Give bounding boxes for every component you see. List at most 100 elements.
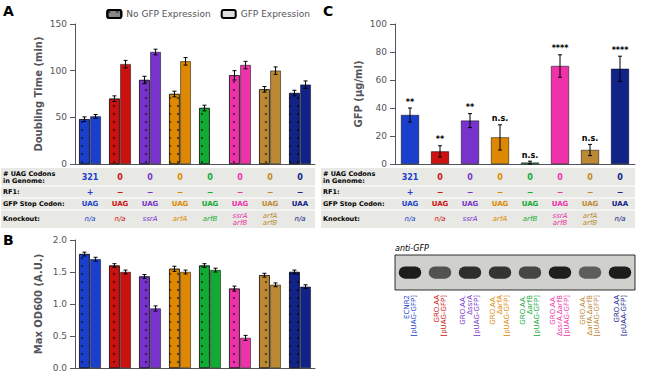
svg-text:UAG: UAG <box>462 200 479 208</box>
svg-text:100: 100 <box>370 19 387 29</box>
svg-text:ssrA: ssrA <box>143 215 158 223</box>
svg-text:UAG: UAG <box>172 200 189 208</box>
svg-text:+: + <box>407 188 414 197</box>
svg-text:UAG: UAG <box>492 200 509 208</box>
svg-text:n/a: n/a <box>114 215 125 223</box>
svg-text:50: 50 <box>56 112 68 122</box>
svg-text:60: 60 <box>376 75 388 85</box>
svg-text:0: 0 <box>587 173 593 182</box>
svg-text:No GFP Expression: No GFP Expression <box>126 9 210 19</box>
svg-text:[pUAG-GFP]: [pUAG-GFP] <box>503 295 511 337</box>
svg-text:anti-GFP: anti-GFP <box>395 244 429 253</box>
svg-text:1.0: 1.0 <box>53 299 68 309</box>
svg-text:80: 80 <box>376 47 388 57</box>
svg-text:0: 0 <box>147 173 153 182</box>
svg-text:−: − <box>497 188 504 197</box>
svg-text:0.5: 0.5 <box>53 331 67 341</box>
svg-text:0: 0 <box>467 173 473 182</box>
svg-text:[pUAG-GFP]: [pUAG-GFP] <box>533 295 541 337</box>
svg-text:[pUAG-GFP]: [pUAG-GFP] <box>440 295 448 337</box>
svg-text:arfA: arfA <box>493 215 508 223</box>
svg-text:0: 0 <box>557 173 563 182</box>
svg-text:−: − <box>467 188 474 197</box>
svg-text:−: − <box>267 188 274 197</box>
svg-text:[pUAA-GFP]: [pUAA-GFP] <box>620 295 628 336</box>
svg-text:Max OD600 (A.U.): Max OD600 (A.U.) <box>33 254 44 355</box>
svg-text:ssrA: ssrA <box>463 215 478 223</box>
svg-text:0: 0 <box>437 173 443 182</box>
svg-text:20: 20 <box>376 131 388 141</box>
svg-text:n.s.: n.s. <box>492 114 509 123</box>
svg-text:C: C <box>323 3 333 19</box>
svg-text:**: ** <box>406 98 415 107</box>
svg-text:UAG: UAG <box>402 200 419 208</box>
svg-text:UAA: UAA <box>612 200 629 208</box>
svg-text:arfB: arfB <box>583 219 598 227</box>
svg-text:0: 0 <box>237 173 243 182</box>
svg-text:−: − <box>617 188 624 197</box>
svg-text:n/a: n/a <box>294 215 305 223</box>
svg-text:**: ** <box>466 103 475 112</box>
svg-text:[pUAG-GFP]: [pUAG-GFP] <box>473 295 481 337</box>
svg-text:321: 321 <box>402 173 419 182</box>
svg-text:UAG: UAG <box>552 200 569 208</box>
svg-text:UAG: UAG <box>432 200 449 208</box>
svg-text:GFP Stop Codon:: GFP Stop Codon: <box>323 200 385 208</box>
svg-text:arfA: arfA <box>173 215 188 223</box>
svg-text:−: − <box>297 188 304 197</box>
svg-text:0: 0 <box>297 173 303 182</box>
svg-text:A: A <box>3 3 14 19</box>
svg-text:n/a: n/a <box>434 215 445 223</box>
svg-text:−: − <box>557 188 564 197</box>
svg-text:n/a: n/a <box>614 215 625 223</box>
svg-text:UAG: UAG <box>582 200 599 208</box>
svg-text:−: − <box>147 188 154 197</box>
svg-text:RF1:: RF1: <box>323 188 340 196</box>
svg-text:−: − <box>177 188 184 197</box>
svg-text:2.0: 2.0 <box>53 235 68 245</box>
svg-text:arfB: arfB <box>553 219 568 227</box>
svg-text:n/a: n/a <box>84 215 95 223</box>
svg-text:0: 0 <box>117 173 123 182</box>
svg-text:n.s.: n.s. <box>522 151 539 160</box>
svg-text:0: 0 <box>497 173 503 182</box>
svg-text:0: 0 <box>527 173 533 182</box>
svg-text:100: 100 <box>50 66 67 76</box>
svg-text:0: 0 <box>61 159 67 169</box>
svg-text:0.0: 0.0 <box>53 363 68 373</box>
svg-text:−: − <box>117 188 124 197</box>
svg-text:Knockout:: Knockout: <box>323 215 360 223</box>
svg-text:GFP (µg/ml): GFP (µg/ml) <box>353 60 364 127</box>
svg-text:0: 0 <box>177 173 183 182</box>
svg-text:150: 150 <box>50 19 67 29</box>
svg-text:UAG: UAG <box>142 200 159 208</box>
svg-text:**: ** <box>436 135 445 144</box>
svg-text:UAG: UAG <box>522 200 539 208</box>
svg-text:0: 0 <box>207 173 213 182</box>
svg-text:arfB: arfB <box>263 219 278 227</box>
svg-text:n.s.: n.s. <box>582 134 599 143</box>
svg-text:****: **** <box>552 44 570 53</box>
svg-text:0: 0 <box>267 173 273 182</box>
svg-text:Knockout:: Knockout: <box>3 215 40 223</box>
svg-text:−: − <box>527 188 534 197</box>
svg-text:UAG: UAG <box>232 200 249 208</box>
svg-text:arfB: arfB <box>523 215 538 223</box>
svg-text:B: B <box>3 232 14 248</box>
svg-text:1.5: 1.5 <box>53 267 67 277</box>
svg-text:UAG: UAG <box>112 200 129 208</box>
svg-text:40: 40 <box>376 103 388 113</box>
svg-text:Doubling Time (min): Doubling Time (min) <box>33 36 44 151</box>
svg-text:arfB: arfB <box>233 219 248 227</box>
svg-text:GFP Stop Codon:: GFP Stop Codon: <box>3 200 65 208</box>
svg-text:arfB: arfB <box>203 215 218 223</box>
svg-text:−: − <box>437 188 444 197</box>
svg-text:n/a: n/a <box>404 215 415 223</box>
svg-text:−: − <box>207 188 214 197</box>
svg-text:UAG: UAG <box>82 200 99 208</box>
svg-text:0: 0 <box>617 173 623 182</box>
svg-text:[pUAG-GFP]: [pUAG-GFP] <box>563 295 571 337</box>
svg-text:RF1:: RF1: <box>3 188 20 196</box>
svg-text:−: − <box>237 188 244 197</box>
svg-text:****: **** <box>612 46 630 55</box>
